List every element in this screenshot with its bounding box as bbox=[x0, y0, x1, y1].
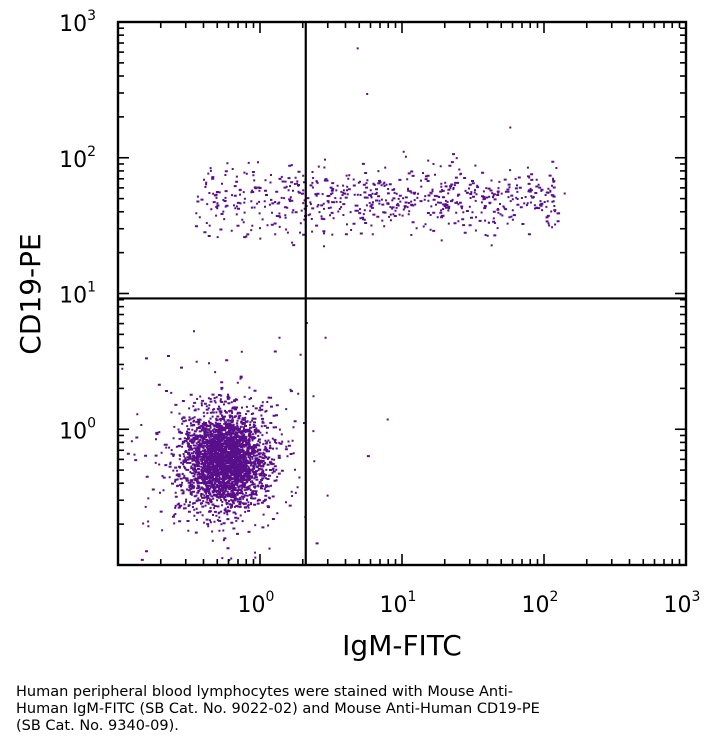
y-tick-label: 103 bbox=[59, 8, 96, 37]
plot-frame bbox=[116, 20, 688, 567]
plot-background bbox=[0, 0, 714, 680]
y-tick-labels: 100 101 102 103 bbox=[59, 8, 96, 444]
x-tick-label: 100 bbox=[238, 589, 275, 618]
flow-cytometry-plot: 100 101 102 103 100 101 102 103 IgM-FITC CD19-… bbox=[0, 0, 714, 680]
scatter-points bbox=[121, 47, 566, 562]
x-tick-label: 102 bbox=[522, 589, 559, 618]
y-tick-label: 102 bbox=[59, 144, 96, 173]
x-tick-labels: 100 101 102 103 bbox=[238, 589, 701, 618]
y-tick-label: 101 bbox=[59, 280, 96, 309]
figure-caption: Human peripheral blood lymphocytes were … bbox=[16, 684, 540, 734]
x-tick-label: 103 bbox=[664, 589, 701, 618]
y-tick-label: 100 bbox=[59, 415, 96, 444]
x-axis-title: IgM-FITC bbox=[342, 629, 462, 662]
y-axis-title: CD19-PE bbox=[14, 233, 47, 354]
x-tick-label: 101 bbox=[380, 589, 417, 618]
scatter-point-cloud bbox=[121, 47, 566, 562]
